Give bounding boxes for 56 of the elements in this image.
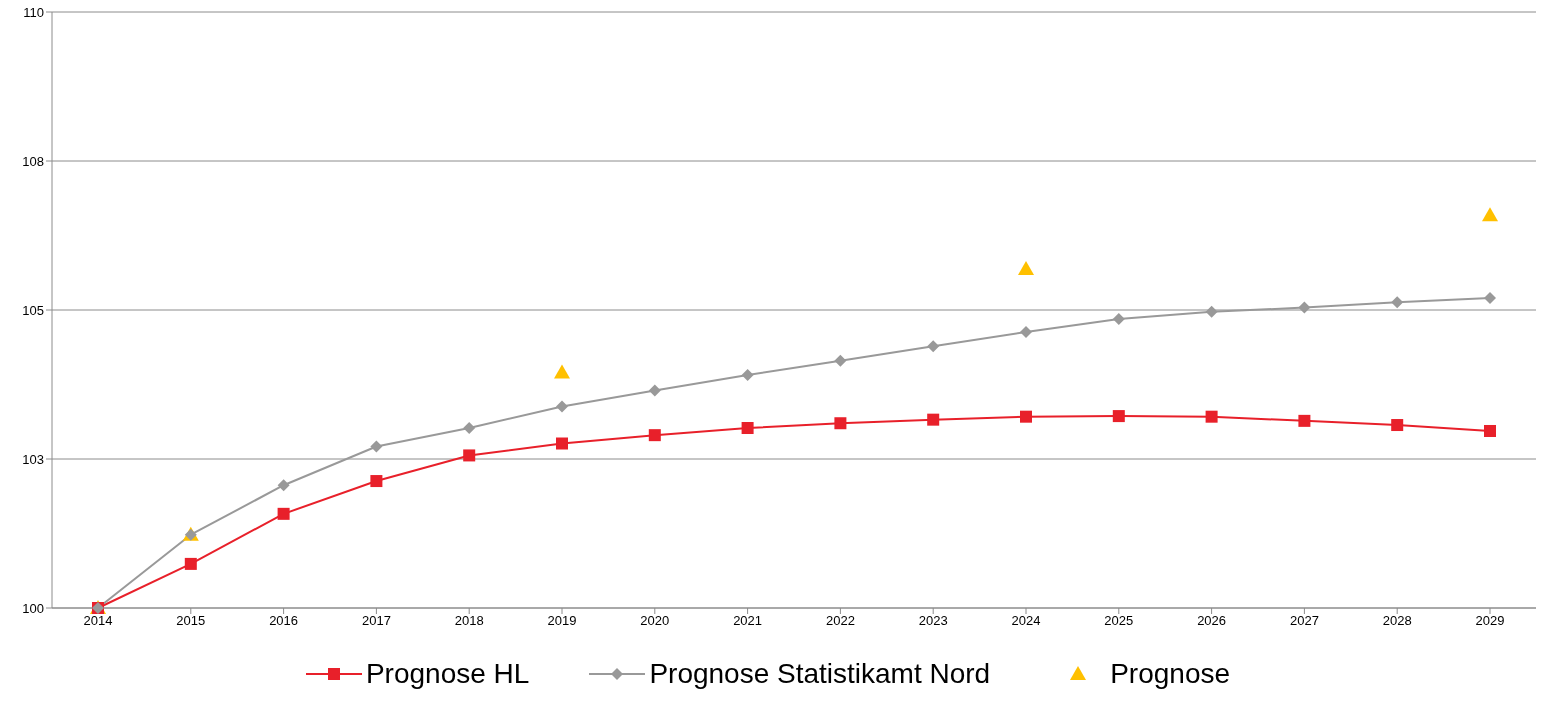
x-tick-label: 2014 xyxy=(83,613,113,629)
x-tick-label: 2020 xyxy=(640,613,670,629)
x-tick-label: 2019 xyxy=(547,613,577,629)
x-tick-label: 2023 xyxy=(918,613,948,629)
point xyxy=(1298,414,1311,427)
legend-label: Prognose xyxy=(1110,658,1231,690)
x-tick-label: 2015 xyxy=(176,613,206,629)
point xyxy=(277,479,290,492)
y-tick-label: 110 xyxy=(23,4,44,20)
x-tick-label: 2025 xyxy=(1104,613,1134,629)
point xyxy=(1482,207,1498,222)
point xyxy=(556,400,568,413)
point xyxy=(1112,410,1125,423)
point xyxy=(1205,305,1218,318)
point xyxy=(834,417,847,430)
point xyxy=(1484,292,1496,305)
y-tick-label: 108 xyxy=(22,153,44,169)
x-tick-label: 2018 xyxy=(454,613,484,629)
point xyxy=(184,557,197,570)
point xyxy=(834,354,847,367)
point xyxy=(1112,312,1125,325)
point xyxy=(463,422,476,435)
legend-label: Prognose HL xyxy=(365,658,530,690)
x-tick-label: 2021 xyxy=(733,613,763,629)
point xyxy=(1020,410,1032,423)
point xyxy=(741,368,754,381)
x-tick-label: 2026 xyxy=(1197,613,1227,629)
x-tick-label: 2024 xyxy=(1011,613,1041,629)
point xyxy=(1484,424,1496,437)
point xyxy=(1020,326,1032,339)
x-tick-label: 2029 xyxy=(1475,613,1505,629)
point xyxy=(1391,296,1404,309)
point xyxy=(463,449,476,462)
point xyxy=(1205,410,1218,423)
point xyxy=(370,440,383,453)
y-tick-label: 103 xyxy=(22,451,44,467)
legend-label: Prognose Statistikamt Nord xyxy=(649,658,991,690)
x-tick-label: 2022 xyxy=(825,613,855,629)
point xyxy=(927,340,940,353)
point xyxy=(556,437,568,450)
x-tick-label: 2016 xyxy=(269,613,299,629)
point xyxy=(277,507,290,520)
point xyxy=(741,422,754,435)
x-tick-label: 2017 xyxy=(361,613,391,629)
point xyxy=(648,384,661,397)
point xyxy=(927,413,940,426)
point xyxy=(1391,419,1404,432)
point xyxy=(1298,301,1311,314)
x-tick-label: 2028 xyxy=(1382,613,1412,629)
point xyxy=(554,364,570,379)
y-tick-label: 100 xyxy=(22,600,44,616)
x-tick-label: 2027 xyxy=(1289,613,1319,629)
point xyxy=(1018,260,1034,275)
point xyxy=(648,429,661,442)
point xyxy=(370,475,383,488)
y-tick-label: 105 xyxy=(22,302,44,318)
